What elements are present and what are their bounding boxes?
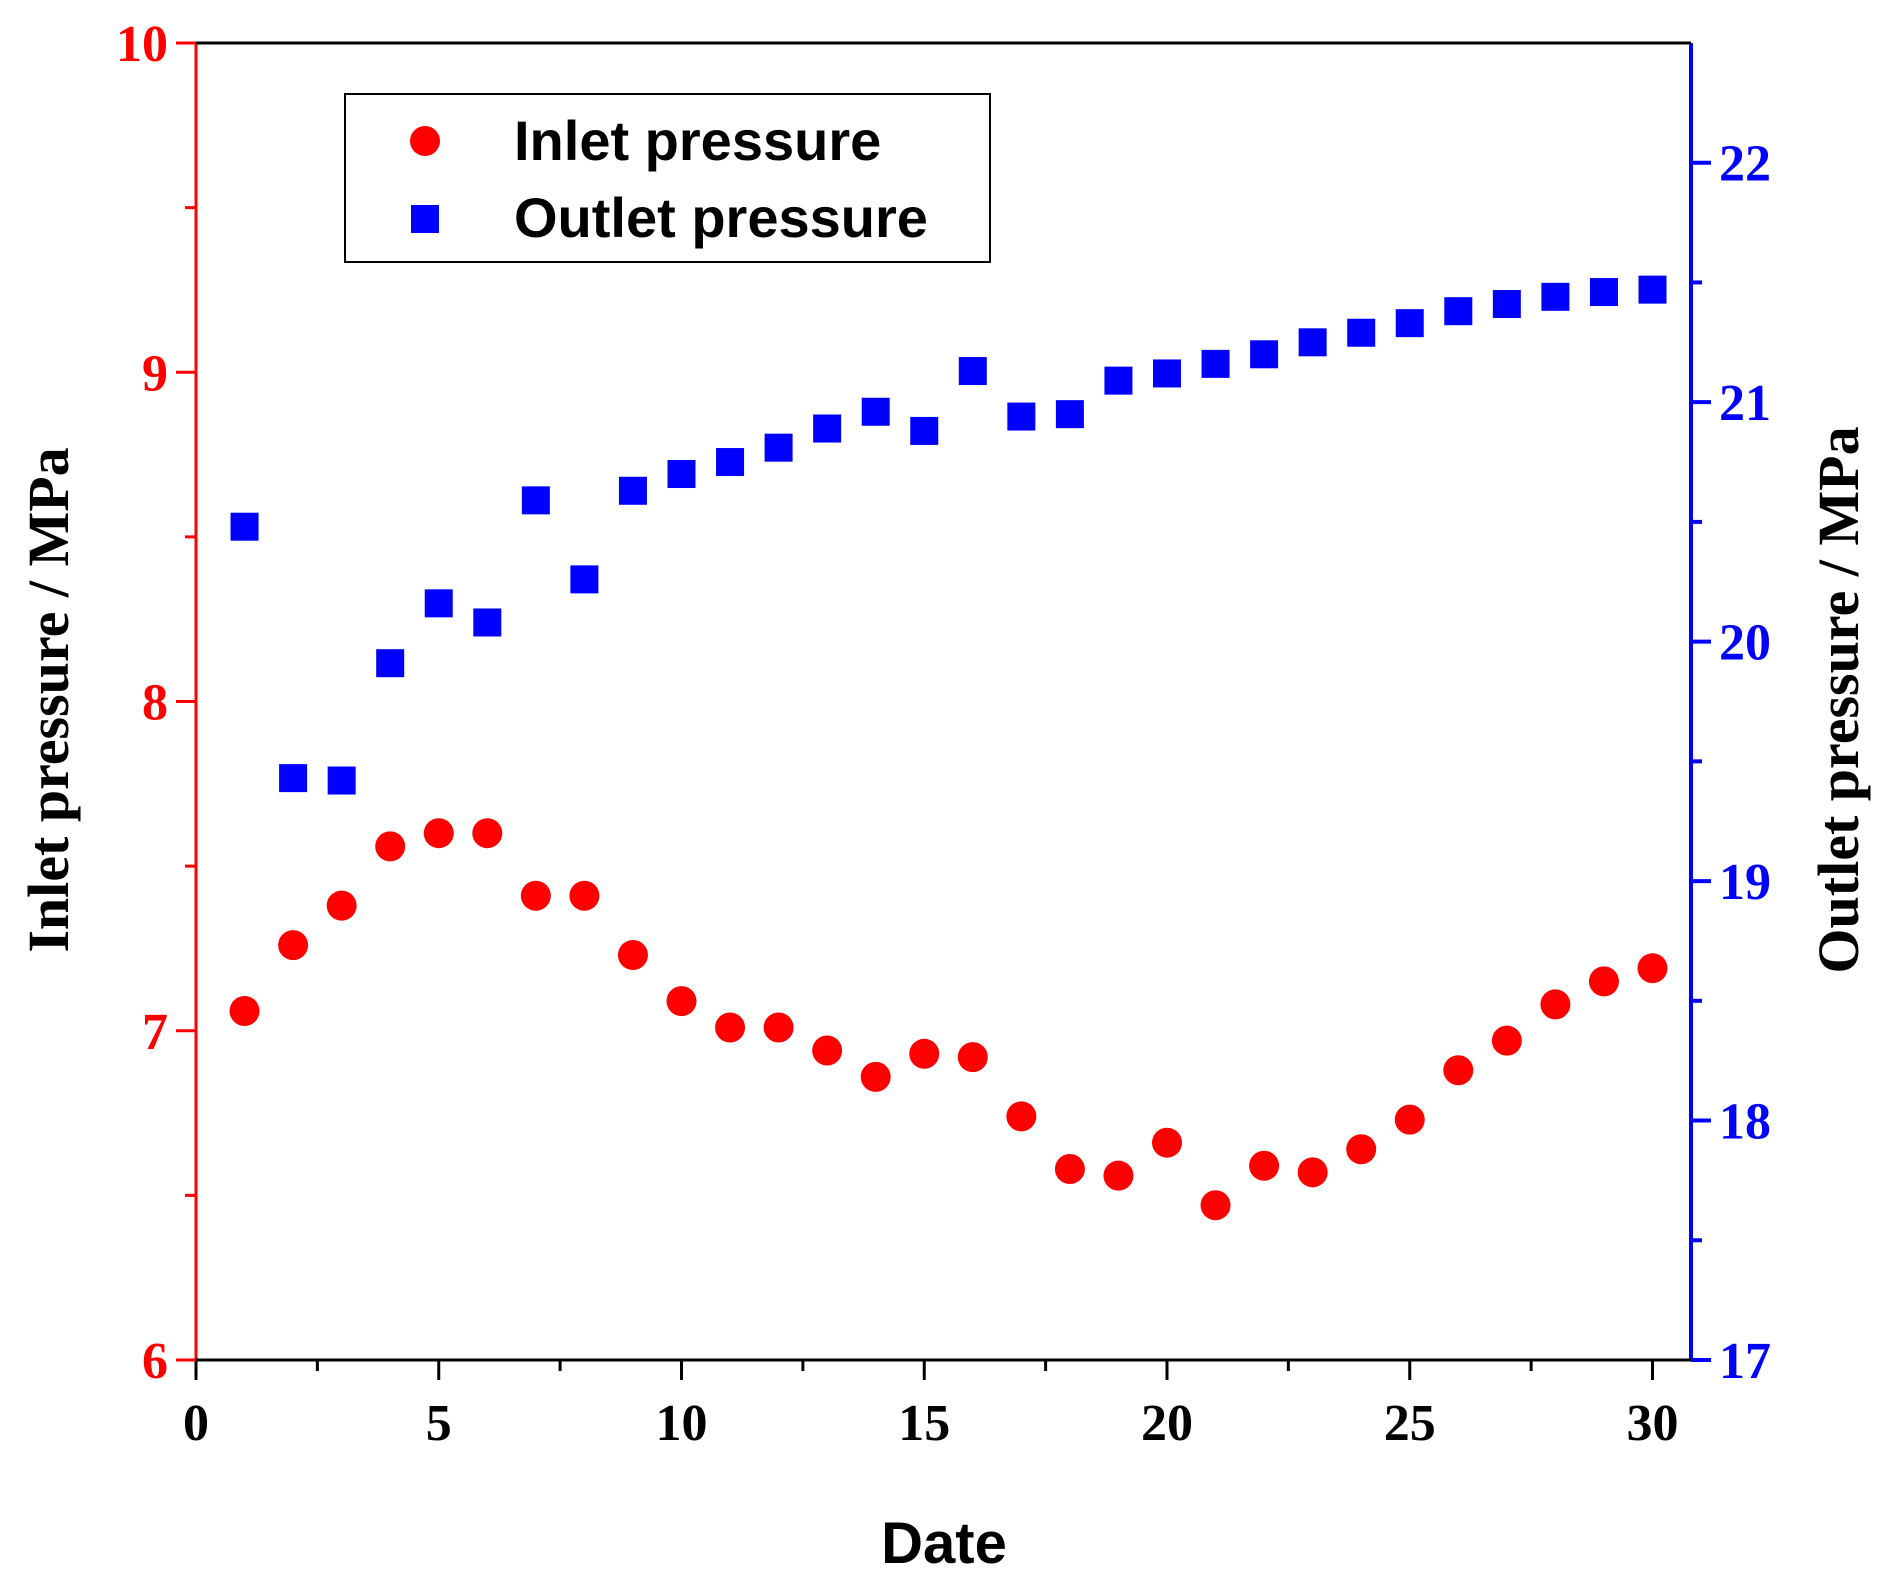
left-tick-label: 8: [142, 675, 168, 732]
x-tick-label: 0: [183, 1395, 209, 1452]
outlet-pressure-point: [1250, 340, 1279, 369]
inlet-pressure-point: [1152, 1127, 1182, 1158]
outlet-pressure-point: [1347, 318, 1376, 347]
x-tick-label: 20: [1141, 1395, 1193, 1452]
inlet-pressure-point: [278, 930, 309, 961]
right-tick-label: 22: [1719, 136, 1771, 193]
right-tick-label: 17: [1719, 1333, 1771, 1390]
inlet-pressure-point: [1006, 1101, 1037, 1132]
left-tick-label: 10: [116, 16, 168, 73]
outlet-pressure-point: [1541, 282, 1570, 311]
inlet-pressure-point: [812, 1035, 843, 1066]
outlet-pressure-point: [1395, 309, 1424, 338]
inlet-pressure-point: [957, 1042, 988, 1073]
inlet-pressure-point: [715, 1012, 746, 1043]
outlet-pressure-point: [1444, 297, 1473, 326]
inlet-pressure-point: [1346, 1134, 1377, 1165]
outlet-pressure-point: [618, 476, 647, 505]
inlet-pressure-point: [1297, 1157, 1328, 1188]
outlet-pressure-point: [958, 357, 987, 386]
outlet-pressure-point: [861, 397, 890, 426]
outlet-pressure-point: [570, 565, 599, 594]
inlet-pressure-point: [1103, 1160, 1134, 1191]
inlet-pressure-point: [617, 940, 648, 971]
x-tick-label: 30: [1627, 1395, 1679, 1452]
outlet-pressure-point: [1589, 278, 1618, 307]
outlet-pressure-point: [376, 649, 405, 678]
right-axis-title: Outlet pressure / MPa: [1806, 426, 1871, 973]
legend-box: [344, 93, 991, 263]
outlet-pressure-point: [764, 433, 793, 462]
left-tick-label: 9: [142, 345, 168, 402]
x-axis-title: Date: [881, 1511, 1007, 1576]
inlet-pressure-point: [909, 1038, 940, 1069]
x-tick-label: 15: [898, 1395, 950, 1452]
inlet-pressure-point: [1540, 989, 1571, 1020]
outlet-pressure-point: [1104, 366, 1133, 395]
outlet-pressure-point: [1153, 359, 1181, 388]
inlet-pressure-point: [1394, 1104, 1425, 1135]
inlet-pressure-point: [1054, 1154, 1085, 1185]
legend-marker-outlet: [411, 205, 439, 233]
axes: 0 5 10 15 20 25 30 6 7 8 9 10 17 18 19 20 21 22: [116, 16, 1771, 1452]
inlet-pressure-point: [1249, 1150, 1280, 1181]
x-tick-label: 5: [426, 1395, 452, 1452]
outlet-pressure-point: [716, 448, 745, 477]
right-tick-label: 21: [1719, 375, 1771, 432]
outlet-pressure-point: [279, 764, 308, 793]
outlet-pressure-point: [1638, 275, 1667, 304]
outlet-pressure-point: [1055, 400, 1084, 429]
left-axis-title: Inlet pressure / MPa: [16, 447, 81, 952]
outlet-pressure-point: [1298, 328, 1327, 357]
left-tick-label: 7: [142, 1004, 168, 1061]
outlet-pressure-point: [424, 589, 453, 618]
inlet-pressure-point: [1588, 966, 1619, 997]
inlet-pressure-point: [326, 890, 357, 921]
inlet-pressure-point: [666, 986, 697, 1017]
inlet-pressure-point: [860, 1061, 891, 1092]
outlet-pressure-point: [910, 416, 939, 445]
outlet-pressure-point: [1201, 349, 1230, 378]
outlet-pressure-point: [473, 608, 502, 637]
x-tick-label: 10: [656, 1395, 708, 1452]
outlet-pressure-point: [327, 766, 356, 795]
outlet-pressure-point: [813, 414, 842, 443]
inlet-pressure-point: [423, 818, 454, 849]
inlet-pressure-point: [1637, 953, 1668, 984]
inlet-pressure-point: [1443, 1055, 1474, 1086]
outlet-pressure-point: [521, 486, 550, 515]
inlet-pressure-point: [375, 831, 406, 862]
right-tick-label: 20: [1719, 615, 1771, 672]
legend-label-inlet: Inlet pressure: [514, 109, 881, 172]
inlet-pressure-point: [1491, 1025, 1522, 1056]
left-tick-label: 6: [142, 1333, 168, 1390]
outlet-pressure-point: [667, 460, 696, 489]
inlet-pressure-point: [763, 1012, 794, 1043]
inlet-pressure-point: [472, 818, 503, 849]
outlet-pressure-point: [1492, 290, 1521, 319]
legend: Inlet pressure Outlet pressure: [344, 93, 991, 263]
data-points: [229, 275, 1668, 1221]
inlet-pressure-point: [520, 880, 551, 911]
inlet-pressure-point: [569, 880, 600, 911]
outlet-pressure-point: [1007, 402, 1036, 431]
outlet-pressure-point: [230, 512, 259, 541]
legend-marker-inlet: [410, 126, 440, 156]
inlet-pressure-point: [1200, 1190, 1231, 1221]
right-tick-label: 19: [1719, 854, 1771, 911]
x-tick-label: 25: [1384, 1395, 1436, 1452]
right-tick-label: 18: [1719, 1094, 1771, 1151]
legend-label-outlet: Outlet pressure: [514, 186, 928, 249]
inlet-pressure-point: [229, 995, 260, 1026]
